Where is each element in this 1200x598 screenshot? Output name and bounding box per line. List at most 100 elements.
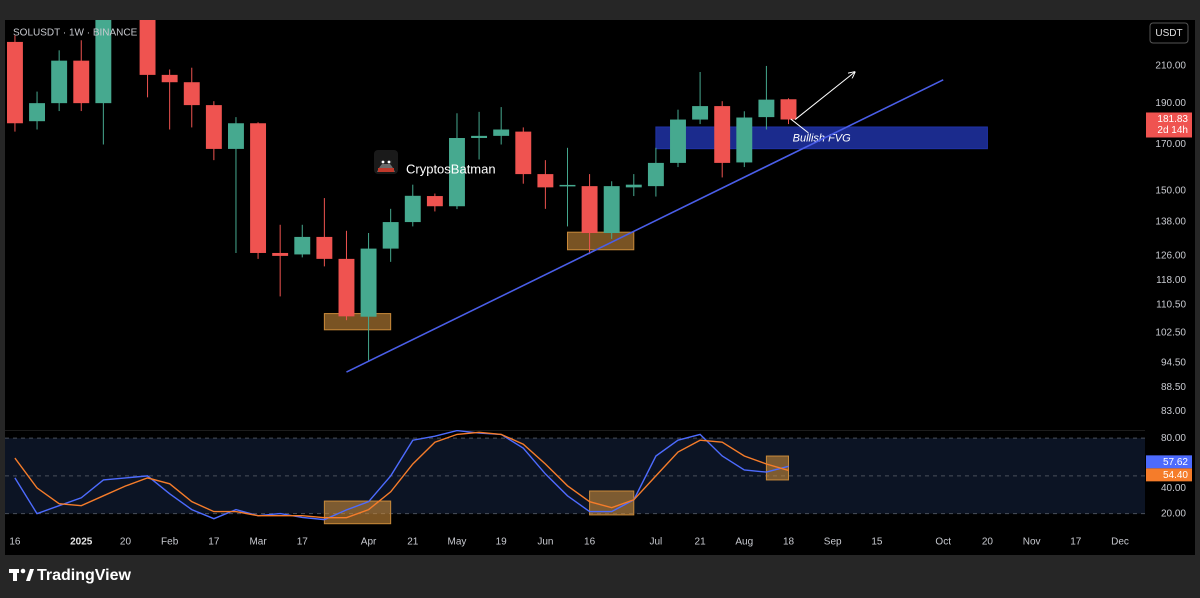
- candle-body: [471, 135, 488, 139]
- candle-body: [29, 103, 46, 122]
- zone: [589, 490, 635, 516]
- candle-body: [95, 20, 112, 104]
- oscillator-line: [14, 431, 789, 519]
- candle-body: [272, 252, 289, 256]
- axes: 210.00 190.00 170.00 150.00 138.00 126.00 118.…: [9, 61, 1192, 548]
- candle-body: [493, 129, 510, 136]
- candle-body: [758, 99, 775, 118]
- candle-body: [692, 106, 709, 120]
- x-tick-label: 2025: [70, 537, 93, 548]
- x-tick-label: Apr: [361, 537, 377, 548]
- x-tick-label: 15: [871, 537, 883, 548]
- y-tick-label: 80.00: [1161, 433, 1186, 444]
- y-tick-label: 118.00: [1156, 275, 1186, 286]
- x-tick-label: Mar: [249, 537, 267, 548]
- x-tick-label: Aug: [735, 537, 753, 548]
- candle-body: [581, 186, 598, 234]
- y-tick-label: 170.00: [1155, 139, 1186, 150]
- countdown-label: 2d 14h: [1157, 125, 1188, 136]
- x-tick-label: 16: [9, 537, 21, 548]
- y-tick-label: 102.50: [1155, 327, 1186, 338]
- y-tick-label: 40.00: [1161, 483, 1186, 494]
- x-tick-label: 17: [208, 537, 220, 548]
- candle-body: [515, 131, 532, 175]
- x-tick-label: 17: [297, 537, 309, 548]
- y-tick-label: 150.00: [1155, 186, 1186, 197]
- candle-body: [625, 184, 642, 188]
- symbol-title: SOLUSDT · 1W · BINANCE: [13, 28, 138, 39]
- x-tick-label: Oct: [935, 537, 951, 548]
- candle-body: [250, 123, 267, 253]
- x-tick-label: Jul: [649, 537, 662, 548]
- x-tick-label: 21: [407, 537, 419, 548]
- candle-body: [426, 196, 443, 207]
- candle-body: [6, 41, 23, 124]
- candle-body: [338, 258, 355, 317]
- last-price-box: [1146, 112, 1192, 138]
- y-tick-label: 94.50: [1161, 358, 1186, 369]
- brand-logo: [9, 568, 34, 581]
- candle-body: [780, 99, 797, 120]
- arrow: [794, 72, 855, 120]
- oscillator-background: [5, 437, 1145, 515]
- watermark-avatar: [374, 150, 398, 174]
- candle-body: [736, 117, 753, 163]
- x-tick-label: 19: [496, 537, 508, 548]
- x-tick-label: Sep: [824, 537, 842, 548]
- candle-body: [205, 105, 222, 149]
- candle-body: [670, 119, 686, 163]
- last-value-label: 54.40: [1163, 470, 1188, 481]
- y-tick-label: 138.00: [1155, 217, 1186, 228]
- x-tick-label: 16: [584, 537, 596, 548]
- zone: [566, 231, 635, 251]
- y-tick-label: 126.00: [1155, 251, 1186, 262]
- trendline: [346, 79, 944, 373]
- candle-body: [714, 106, 731, 163]
- x-tick-label: Dec: [1111, 537, 1129, 548]
- x-tick-label: 18: [783, 537, 795, 548]
- y-tick-label: 110.50: [1156, 299, 1186, 310]
- candle-body: [161, 74, 178, 83]
- oscillator-line: [14, 430, 789, 521]
- y-tick-label: 210.00: [1155, 61, 1186, 72]
- price-pane: Bullish FVG: [6, 20, 988, 373]
- x-tick-label: 17: [1070, 537, 1082, 548]
- candle-body: [449, 138, 465, 207]
- candle-body: [382, 222, 399, 249]
- x-tick-label: Nov: [1023, 537, 1041, 548]
- x-tick-label: Jun: [537, 537, 553, 548]
- currency-label[interactable]: USDT: [1155, 28, 1182, 39]
- candle-body: [294, 236, 311, 255]
- candle-body: [51, 60, 68, 104]
- x-tick-label: 21: [695, 537, 707, 548]
- candle-body: [537, 174, 554, 188]
- candle-body: [228, 123, 244, 149]
- last-value-label: 57.62: [1163, 457, 1188, 468]
- last-value-box: [1146, 455, 1192, 469]
- currency-button[interactable]: [1149, 22, 1189, 44]
- candle-body: [316, 236, 333, 259]
- last-price-label: 181.83: [1157, 114, 1188, 125]
- x-tick-label: May: [448, 537, 467, 548]
- arrow: [790, 118, 809, 134]
- zone: [323, 500, 392, 525]
- x-tick-label: 20: [982, 537, 994, 548]
- candle-body: [603, 186, 620, 234]
- y-tick-label: 190.00: [1155, 98, 1186, 109]
- candle-body: [139, 20, 156, 75]
- last-value-box: [1146, 468, 1192, 482]
- candle-body: [647, 162, 664, 187]
- oscillator-pane: [14, 430, 790, 525]
- y-tick-label: 88.50: [1161, 382, 1186, 393]
- y-tick-label: 20.00: [1161, 508, 1186, 519]
- candle-body: [404, 195, 421, 223]
- zone: [323, 313, 392, 331]
- candle-body: [73, 60, 90, 104]
- brand-name: TradingView: [37, 567, 132, 584]
- candle-body: [559, 184, 576, 187]
- x-tick-label: Feb: [161, 537, 179, 548]
- x-tick-label: 20: [120, 537, 132, 548]
- candle-body: [183, 82, 200, 106]
